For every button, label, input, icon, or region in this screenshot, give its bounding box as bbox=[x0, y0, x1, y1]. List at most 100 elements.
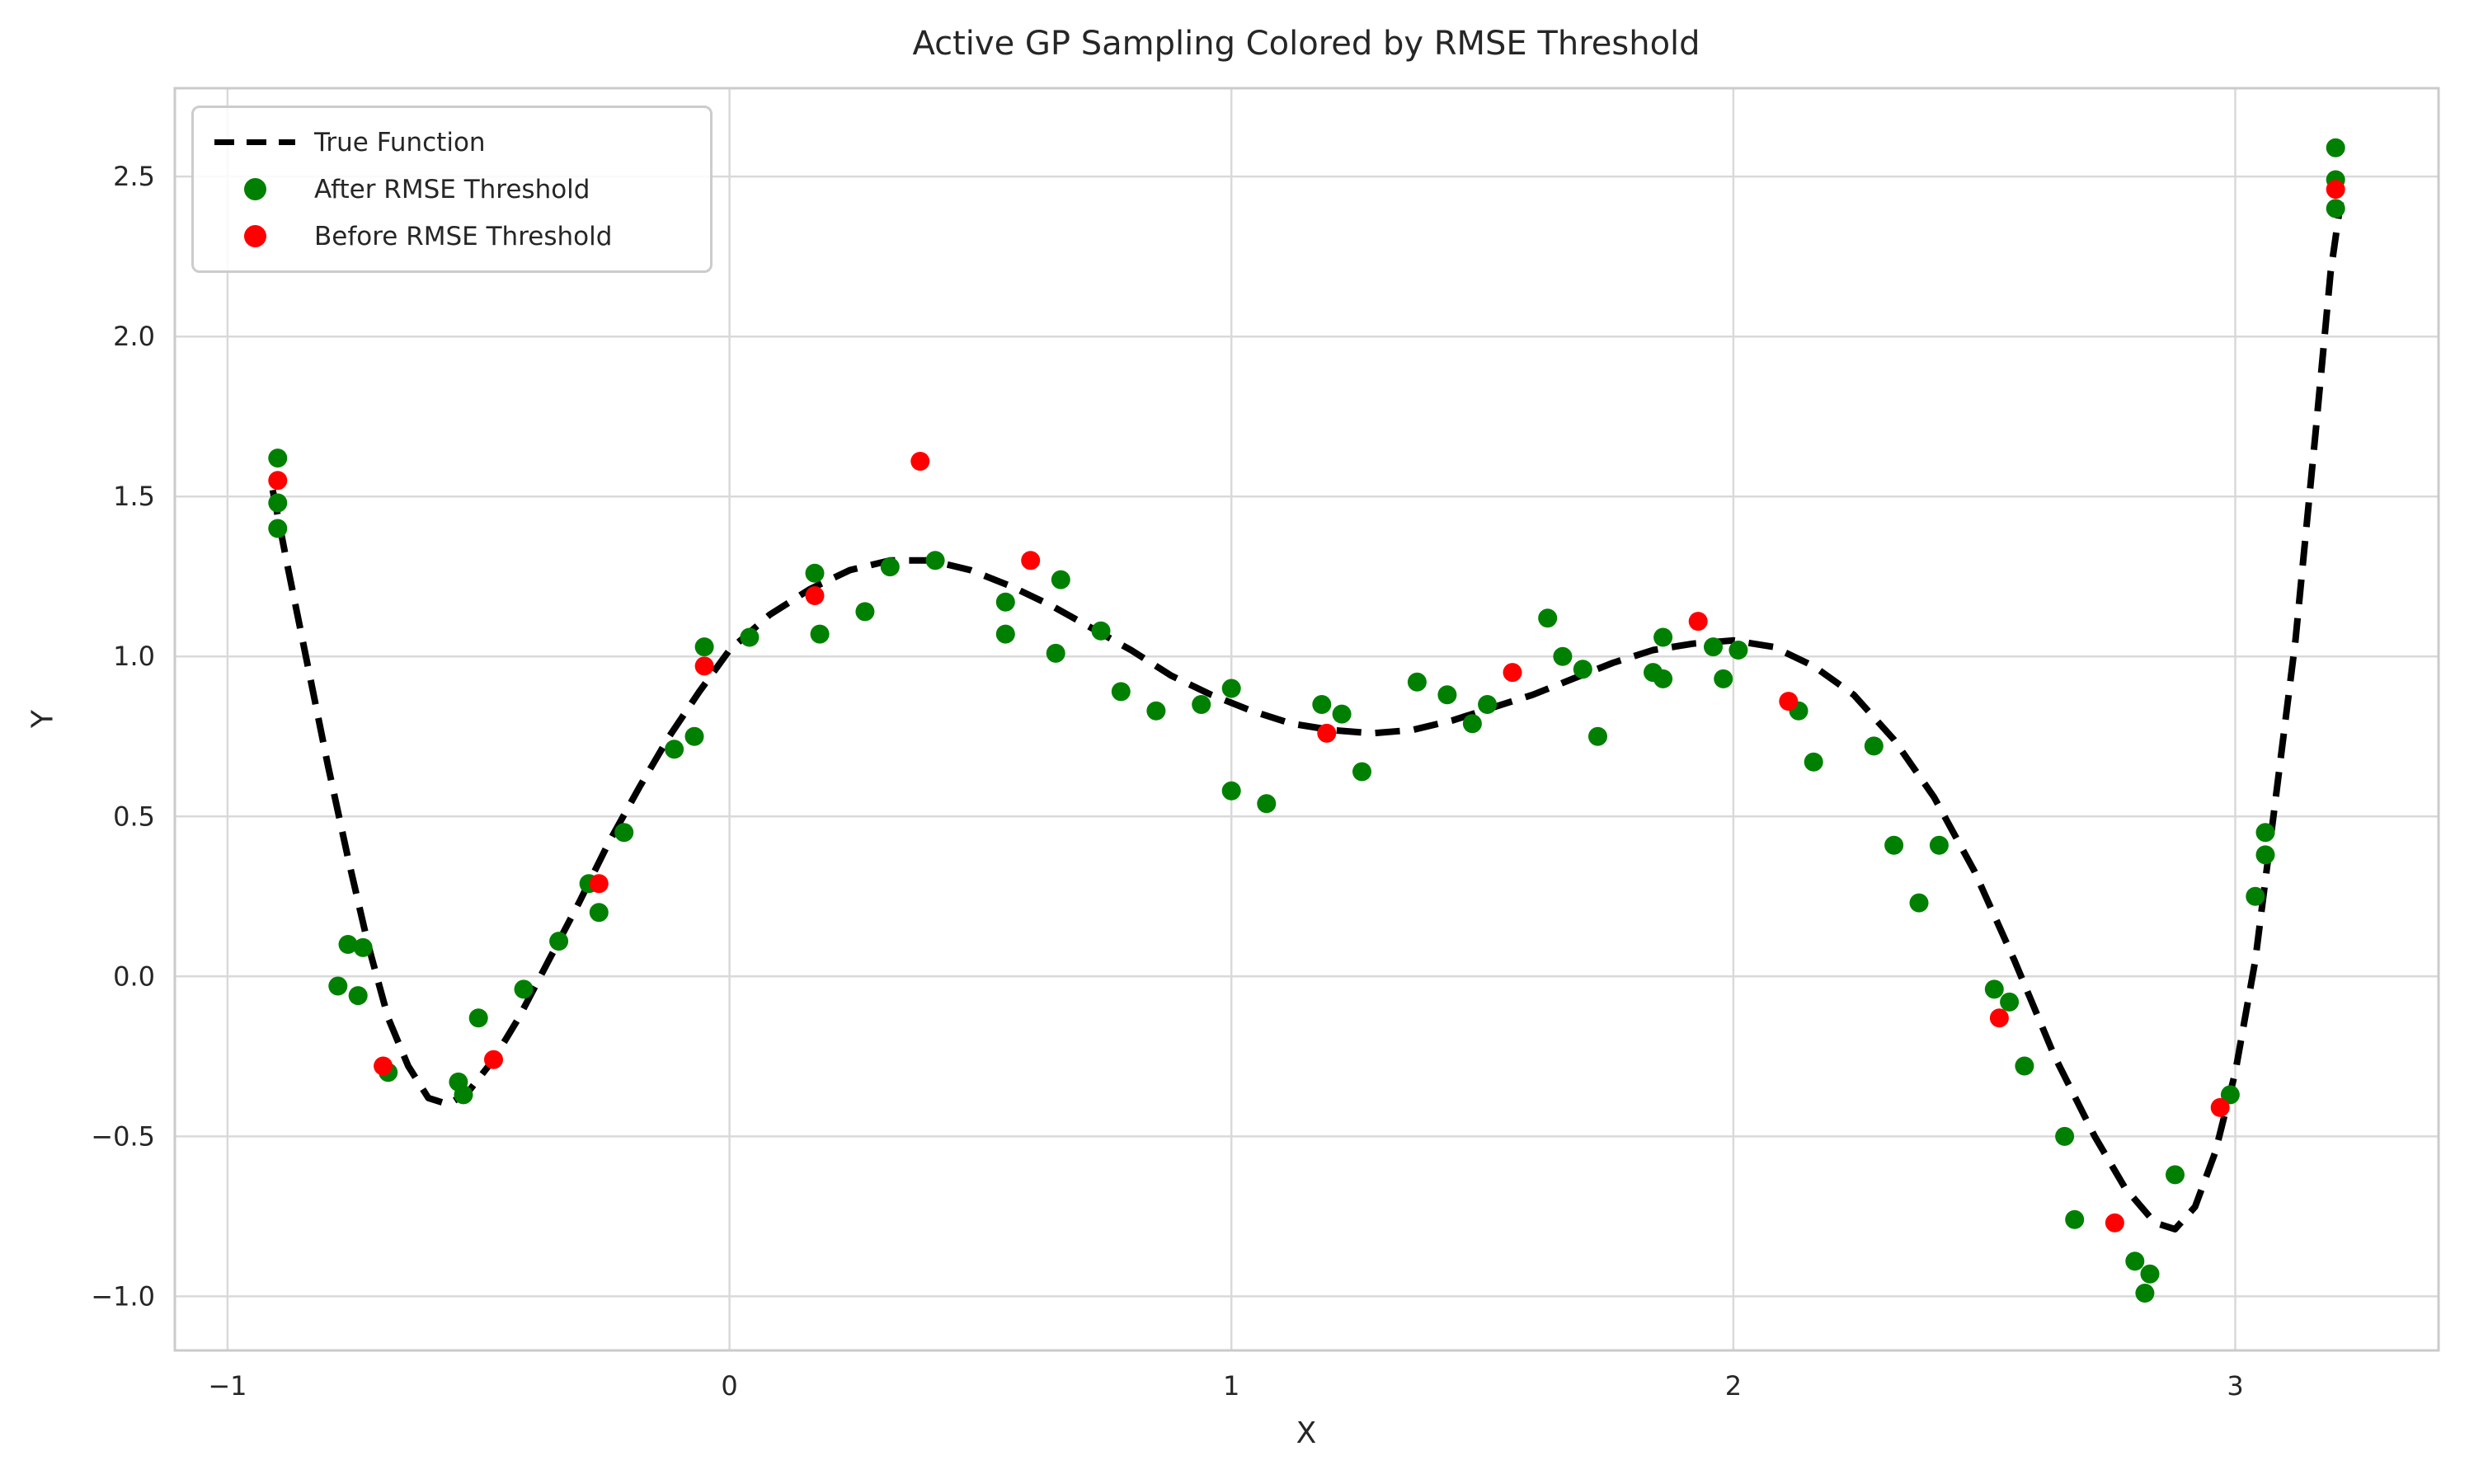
data-point-after bbox=[1221, 679, 1241, 698]
data-point-after bbox=[2135, 1284, 2155, 1303]
data-point-after bbox=[268, 493, 288, 513]
data-point-after bbox=[1221, 781, 1241, 801]
data-point-after bbox=[684, 726, 704, 746]
green-dot-icon bbox=[209, 178, 301, 200]
data-point-after bbox=[855, 602, 875, 622]
data-point-after bbox=[338, 935, 358, 954]
data-point-before bbox=[1688, 612, 1708, 632]
data-point-after bbox=[1653, 669, 1673, 688]
data-point-after bbox=[2255, 845, 2275, 865]
data-point-after bbox=[1192, 695, 1211, 714]
x-tick-label: 2 bbox=[1725, 1370, 1742, 1402]
data-point-after bbox=[2166, 1165, 2185, 1185]
x-tick-label: 3 bbox=[2227, 1370, 2243, 1402]
y-tick-label: 2.5 bbox=[113, 161, 155, 192]
data-point-before bbox=[1021, 551, 1041, 571]
data-point-after bbox=[2246, 886, 2265, 906]
data-point-after bbox=[328, 976, 348, 996]
data-point-after bbox=[1051, 570, 1070, 589]
data-point-before bbox=[2326, 180, 2345, 200]
plot-border bbox=[173, 87, 2440, 1352]
data-point-after bbox=[1884, 835, 1904, 855]
y-tick-label: 2.0 bbox=[113, 321, 155, 352]
data-point-after bbox=[805, 563, 825, 583]
data-point-after bbox=[268, 519, 288, 538]
data-point-after bbox=[454, 1085, 473, 1105]
data-point-after bbox=[1864, 736, 1884, 756]
data-point-after bbox=[353, 937, 373, 957]
data-point-after bbox=[1091, 621, 1111, 641]
data-point-before bbox=[484, 1050, 503, 1069]
legend-item-after-threshold: After RMSE Threshold bbox=[209, 166, 695, 213]
data-point-before bbox=[268, 471, 288, 491]
data-point-after bbox=[1573, 660, 1592, 679]
x-tick-label: −1 bbox=[208, 1370, 247, 1402]
data-point-after bbox=[1553, 646, 1573, 666]
data-point-after bbox=[1332, 704, 1352, 724]
data-point-after bbox=[2220, 1085, 2240, 1105]
x-tick-label: 1 bbox=[1223, 1370, 1239, 1402]
data-point-before bbox=[1989, 1008, 2009, 1028]
data-point-after bbox=[1653, 627, 1673, 647]
data-point-after bbox=[1046, 643, 1065, 663]
data-point-after bbox=[1462, 714, 1482, 734]
data-point-after bbox=[268, 448, 288, 468]
data-point-after bbox=[2326, 138, 2345, 157]
legend: True Function After RMSE Threshold Befor… bbox=[191, 106, 713, 273]
x-axis-label: X bbox=[1296, 1416, 1317, 1450]
red-dot-icon bbox=[209, 225, 301, 247]
data-point-after bbox=[1804, 752, 1823, 772]
data-point-after bbox=[589, 903, 609, 923]
data-point-after bbox=[549, 932, 569, 951]
data-point-after bbox=[1714, 669, 1733, 688]
y-tick-label: −1.0 bbox=[91, 1280, 155, 1312]
legend-item-true-function: True Function bbox=[209, 119, 695, 166]
y-axis-label: Y bbox=[26, 710, 60, 728]
data-point-before bbox=[805, 586, 825, 605]
data-point-after bbox=[694, 637, 714, 657]
y-tick-label: 1.0 bbox=[113, 641, 155, 672]
data-point-after bbox=[880, 557, 900, 577]
true-function-line bbox=[269, 201, 2345, 1233]
data-point-before bbox=[1317, 723, 1337, 743]
data-point-after bbox=[2000, 992, 2020, 1012]
data-point-after bbox=[1909, 893, 1929, 913]
data-point-before bbox=[694, 656, 714, 676]
data-point-after bbox=[1437, 685, 1457, 705]
data-point-after bbox=[2055, 1126, 2075, 1146]
data-point-after bbox=[2326, 199, 2345, 218]
data-point-after bbox=[1538, 608, 1558, 628]
data-point-after bbox=[2125, 1252, 2145, 1271]
data-point-after bbox=[995, 624, 1015, 644]
data-point-after bbox=[1312, 695, 1332, 714]
data-point-after bbox=[1352, 762, 1371, 782]
data-point-after bbox=[1111, 682, 1131, 702]
data-point-after bbox=[1478, 695, 1498, 714]
data-point-after bbox=[810, 624, 830, 644]
data-point-before bbox=[1503, 663, 1522, 683]
data-point-before bbox=[2105, 1213, 2124, 1233]
data-point-after bbox=[925, 551, 945, 571]
data-point-after bbox=[2065, 1209, 2085, 1229]
dashed-line-icon bbox=[209, 139, 301, 145]
data-point-after bbox=[468, 1008, 488, 1028]
legend-item-label: After RMSE Threshold bbox=[314, 174, 590, 204]
data-point-after bbox=[2140, 1264, 2160, 1284]
legend-item-before-threshold: Before RMSE Threshold bbox=[209, 213, 695, 260]
data-point-before bbox=[2210, 1097, 2230, 1117]
data-point-after bbox=[514, 979, 534, 999]
data-point-after bbox=[740, 627, 760, 647]
data-point-after bbox=[1729, 641, 1748, 660]
data-point-before bbox=[910, 452, 930, 471]
y-tick-label: 0.5 bbox=[113, 801, 155, 832]
data-point-after bbox=[1407, 672, 1427, 692]
data-point-after bbox=[1588, 726, 1607, 746]
data-point-after bbox=[995, 592, 1015, 612]
data-point-after bbox=[1929, 835, 1949, 855]
legend-item-label: True Function bbox=[314, 127, 486, 157]
legend-item-label: Before RMSE Threshold bbox=[314, 221, 613, 251]
data-point-after bbox=[1146, 701, 1166, 721]
y-tick-label: −0.5 bbox=[91, 1120, 155, 1152]
